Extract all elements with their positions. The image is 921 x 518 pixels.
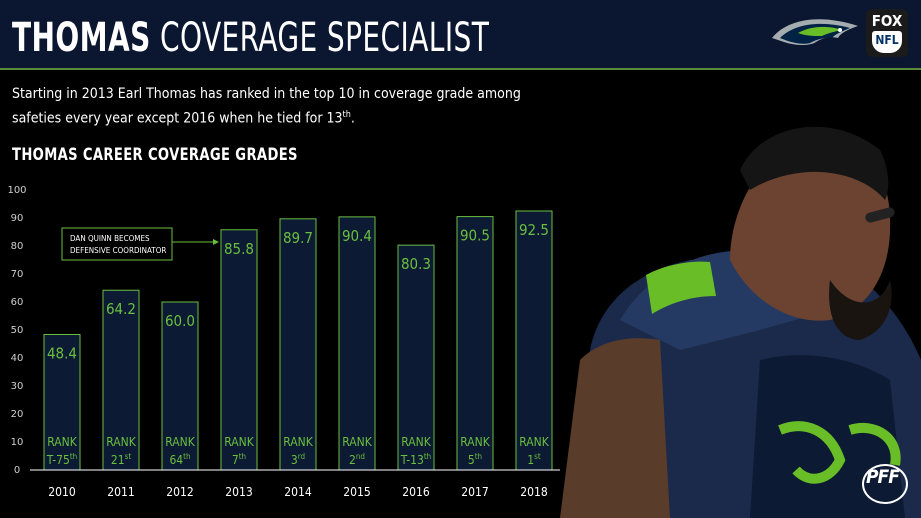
pff-watermark: PFF [866, 466, 900, 488]
bar-value-label: 92.5 [519, 221, 549, 239]
page-title: THOMAS COVERAGE SPECIALIST [12, 14, 489, 62]
y-tick-label: 60 [11, 297, 24, 308]
rank-value: 64th [169, 452, 190, 467]
rank-value: 3rd [291, 452, 305, 467]
bar [338, 216, 376, 471]
description-end: . [350, 110, 355, 127]
rank-label: RANK [460, 435, 490, 449]
rank-value: 5th [468, 452, 482, 467]
bar [43, 333, 81, 471]
nfl-logo-text: NFL [875, 33, 899, 47]
x-tick-label: 2011 [107, 485, 134, 499]
bar [220, 229, 258, 471]
rank-label: RANK [165, 435, 195, 449]
seahawks-logo-icon [772, 19, 858, 45]
coverage-chart: 0 10 20 30 40 50 60 70 80 90 100 48.4 RANK T-75th 2010… [7, 185, 560, 499]
y-tick-label: 50 [11, 325, 24, 336]
chart-title: THOMAS CAREER COVERAGE GRADES [12, 145, 298, 165]
bar-value-label: 80.3 [401, 255, 431, 273]
x-tick-label: 2013 [225, 485, 252, 499]
y-tick-label: 90 [11, 213, 24, 224]
y-tick-label: 100 [7, 185, 26, 196]
x-tick-label: 2014 [284, 485, 312, 499]
player-photo [560, 126, 921, 518]
fox-logo-text: FOX [871, 12, 903, 30]
description-text: Starting in 2013 Earl Thomas has ranked … [12, 86, 521, 127]
y-tick-label: 10 [11, 437, 24, 448]
bar-value-label: 90.5 [460, 227, 490, 245]
rank-label: RANK [401, 435, 431, 449]
title-bold: THOMAS [12, 15, 151, 61]
y-tick-label: 80 [11, 241, 24, 252]
header-bar [0, 0, 921, 68]
x-tick-label: 2012 [166, 485, 193, 499]
bar [397, 244, 435, 471]
pff-logo-ring [862, 464, 908, 504]
rank-value: 1st [527, 452, 541, 467]
y-tick-label: 20 [11, 409, 24, 420]
title-light: COVERAGE SPECIALIST [160, 15, 490, 61]
rank-value: 2nd [349, 452, 365, 467]
bar-value-label: 48.4 [47, 344, 77, 362]
bar-value-label: 90.4 [342, 227, 372, 245]
nfl-shield-icon [872, 31, 902, 53]
bar-value-label: 85.8 [224, 240, 254, 258]
y-tick-label: 30 [11, 381, 24, 392]
rank-value: 21st [111, 452, 131, 467]
x-tick-label: 2015 [343, 485, 370, 499]
rank-value: 7th [232, 452, 246, 467]
annotation-line-2: DEFENSIVE COORDINATOR [70, 246, 166, 255]
rank-label: RANK [283, 435, 313, 449]
y-tick-label: 70 [11, 269, 24, 280]
fox-nfl-logo: FOX NFL [866, 9, 908, 57]
bar [515, 210, 553, 471]
rank-label: RANK [47, 435, 77, 449]
rank-value: T-13th [400, 452, 432, 467]
annotation-box [61, 227, 173, 261]
rank-label: RANK [519, 435, 549, 449]
header-divider [0, 68, 921, 70]
annotation-line-1: DAN QUINN BECOMES [70, 234, 150, 243]
bar-value-label: 89.7 [283, 229, 313, 247]
description: Starting in 2013 Earl Thomas has ranked … [12, 84, 572, 130]
annotation-arrow-head [213, 239, 219, 245]
description-superscript: th [342, 110, 351, 120]
x-tick-label: 2018 [520, 485, 548, 499]
bar [102, 289, 140, 471]
rank-label: RANK [106, 435, 136, 449]
y-tick-label: 40 [11, 353, 24, 364]
bar-value-label: 60.0 [165, 312, 195, 330]
rank-value: T-75th [46, 452, 78, 467]
bar [161, 301, 199, 471]
x-tick-label: 2017 [461, 485, 488, 499]
bar-value-label: 64.2 [106, 300, 136, 318]
rank-label: RANK [224, 435, 254, 449]
x-tick-label: 2016 [402, 485, 430, 499]
y-tick-label: 0 [14, 465, 20, 476]
bar [279, 218, 317, 471]
x-tick-label: 2010 [48, 485, 76, 499]
bar [456, 216, 494, 471]
rank-label: RANK [342, 435, 372, 449]
